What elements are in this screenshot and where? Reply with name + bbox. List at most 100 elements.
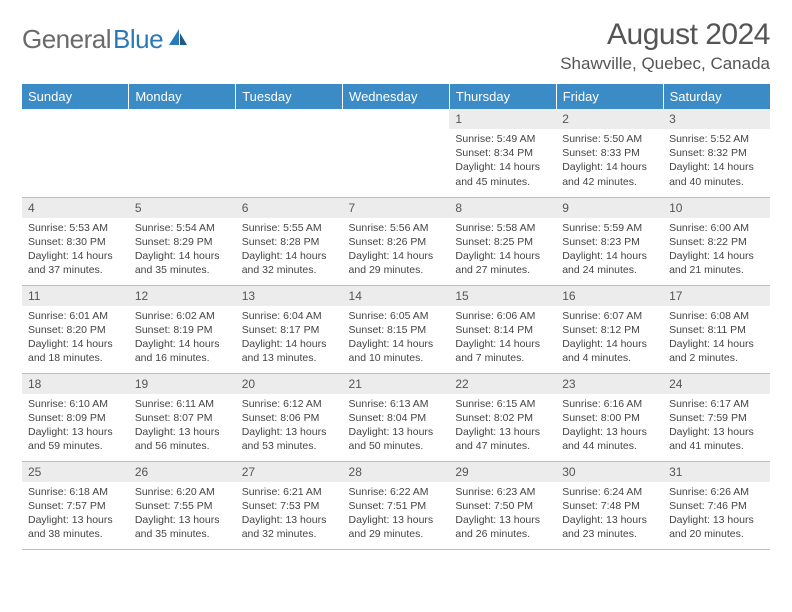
day-body: Sunrise: 6:12 AMSunset: 8:06 PMDaylight:… [236,394,343,456]
calendar-cell: 16Sunrise: 6:07 AMSunset: 8:12 PMDayligh… [556,285,663,373]
calendar-cell: 14Sunrise: 6:05 AMSunset: 8:15 PMDayligh… [343,285,450,373]
day-body: Sunrise: 5:58 AMSunset: 8:25 PMDaylight:… [449,218,556,280]
calendar-week-row: 18Sunrise: 6:10 AMSunset: 8:09 PMDayligh… [22,373,770,461]
day-number: 28 [343,462,450,482]
day-body: Sunrise: 6:13 AMSunset: 8:04 PMDaylight:… [343,394,450,456]
page-header: GeneralBlue August 2024 Shawville, Quebe… [22,18,770,74]
day-body: Sunrise: 6:01 AMSunset: 8:20 PMDaylight:… [22,306,129,368]
day-body: Sunrise: 6:17 AMSunset: 7:59 PMDaylight:… [663,394,770,456]
calendar-body: 1Sunrise: 5:49 AMSunset: 8:34 PMDaylight… [22,109,770,549]
sail-icon [167,27,189,52]
sunset-text: Sunset: 8:09 PM [28,411,123,425]
sunrise-text: Sunrise: 6:22 AM [349,485,444,499]
calendar-cell: 31Sunrise: 6:26 AMSunset: 7:46 PMDayligh… [663,461,770,549]
daylight-text: Daylight: 14 hours and 45 minutes. [455,160,550,188]
calendar-cell: 2Sunrise: 5:50 AMSunset: 8:33 PMDaylight… [556,109,663,197]
sunset-text: Sunset: 7:50 PM [455,499,550,513]
sunset-text: Sunset: 8:17 PM [242,323,337,337]
day-body: Sunrise: 6:04 AMSunset: 8:17 PMDaylight:… [236,306,343,368]
calendar-cell: 10Sunrise: 6:00 AMSunset: 8:22 PMDayligh… [663,197,770,285]
weekday-header: Sunday [22,84,129,109]
sunset-text: Sunset: 8:23 PM [562,235,657,249]
calendar-cell: 5Sunrise: 5:54 AMSunset: 8:29 PMDaylight… [129,197,236,285]
day-number: 5 [129,198,236,218]
day-number: 14 [343,286,450,306]
sunset-text: Sunset: 7:57 PM [28,499,123,513]
brand-name-gray: General [22,24,111,55]
weekday-header: Wednesday [343,84,450,109]
day-body: Sunrise: 5:52 AMSunset: 8:32 PMDaylight:… [663,129,770,191]
daylight-text: Daylight: 13 hours and 47 minutes. [455,425,550,453]
daylight-text: Daylight: 13 hours and 32 minutes. [242,513,337,541]
sunset-text: Sunset: 8:19 PM [135,323,230,337]
sunset-text: Sunset: 7:59 PM [669,411,764,425]
sunset-text: Sunset: 8:26 PM [349,235,444,249]
brand-logo: GeneralBlue [22,18,189,55]
sunrise-text: Sunrise: 6:00 AM [669,221,764,235]
daylight-text: Daylight: 13 hours and 23 minutes. [562,513,657,541]
day-body: Sunrise: 5:50 AMSunset: 8:33 PMDaylight:… [556,129,663,191]
day-number: 20 [236,374,343,394]
sunrise-text: Sunrise: 6:05 AM [349,309,444,323]
calendar-week-row: 11Sunrise: 6:01 AMSunset: 8:20 PMDayligh… [22,285,770,373]
daylight-text: Daylight: 13 hours and 20 minutes. [669,513,764,541]
day-body: Sunrise: 5:49 AMSunset: 8:34 PMDaylight:… [449,129,556,191]
daylight-text: Daylight: 13 hours and 41 minutes. [669,425,764,453]
sunset-text: Sunset: 8:32 PM [669,146,764,160]
sunset-text: Sunset: 7:53 PM [242,499,337,513]
calendar-cell: 8Sunrise: 5:58 AMSunset: 8:25 PMDaylight… [449,197,556,285]
sunset-text: Sunset: 8:22 PM [669,235,764,249]
sunset-text: Sunset: 7:46 PM [669,499,764,513]
daylight-text: Daylight: 14 hours and 27 minutes. [455,249,550,277]
sunset-text: Sunset: 8:06 PM [242,411,337,425]
day-number: 7 [343,198,450,218]
calendar-cell: 27Sunrise: 6:21 AMSunset: 7:53 PMDayligh… [236,461,343,549]
day-body: Sunrise: 6:15 AMSunset: 8:02 PMDaylight:… [449,394,556,456]
sunset-text: Sunset: 8:14 PM [455,323,550,337]
calendar-cell: 13Sunrise: 6:04 AMSunset: 8:17 PMDayligh… [236,285,343,373]
day-number: 16 [556,286,663,306]
month-title: August 2024 [560,18,770,52]
sunrise-text: Sunrise: 5:58 AM [455,221,550,235]
calendar-cell: 26Sunrise: 6:20 AMSunset: 7:55 PMDayligh… [129,461,236,549]
sunrise-text: Sunrise: 6:24 AM [562,485,657,499]
day-number: 24 [663,374,770,394]
day-number: 12 [129,286,236,306]
sunrise-text: Sunrise: 6:01 AM [28,309,123,323]
sunrise-text: Sunrise: 6:02 AM [135,309,230,323]
sunset-text: Sunset: 8:34 PM [455,146,550,160]
day-number: 22 [449,374,556,394]
day-body: Sunrise: 6:20 AMSunset: 7:55 PMDaylight:… [129,482,236,544]
sunrise-text: Sunrise: 6:17 AM [669,397,764,411]
calendar-cell: 21Sunrise: 6:13 AMSunset: 8:04 PMDayligh… [343,373,450,461]
day-body: Sunrise: 6:08 AMSunset: 8:11 PMDaylight:… [663,306,770,368]
calendar-cell: 9Sunrise: 5:59 AMSunset: 8:23 PMDaylight… [556,197,663,285]
calendar-cell: 12Sunrise: 6:02 AMSunset: 8:19 PMDayligh… [129,285,236,373]
weekday-header: Tuesday [236,84,343,109]
calendar-week-row: 4Sunrise: 5:53 AMSunset: 8:30 PMDaylight… [22,197,770,285]
sunset-text: Sunset: 8:11 PM [669,323,764,337]
calendar-cell: 23Sunrise: 6:16 AMSunset: 8:00 PMDayligh… [556,373,663,461]
daylight-text: Daylight: 14 hours and 18 minutes. [28,337,123,365]
calendar-cell [129,109,236,197]
day-number: 17 [663,286,770,306]
calendar-cell: 17Sunrise: 6:08 AMSunset: 8:11 PMDayligh… [663,285,770,373]
day-number: 25 [22,462,129,482]
day-number: 3 [663,109,770,129]
sunrise-text: Sunrise: 5:54 AM [135,221,230,235]
calendar-cell: 19Sunrise: 6:11 AMSunset: 8:07 PMDayligh… [129,373,236,461]
sunrise-text: Sunrise: 6:16 AM [562,397,657,411]
day-body: Sunrise: 6:18 AMSunset: 7:57 PMDaylight:… [22,482,129,544]
day-number [129,109,236,115]
calendar-week-row: 1Sunrise: 5:49 AMSunset: 8:34 PMDaylight… [22,109,770,197]
daylight-text: Daylight: 14 hours and 40 minutes. [669,160,764,188]
day-number: 1 [449,109,556,129]
day-body: Sunrise: 6:06 AMSunset: 8:14 PMDaylight:… [449,306,556,368]
day-body: Sunrise: 6:26 AMSunset: 7:46 PMDaylight:… [663,482,770,544]
day-number: 15 [449,286,556,306]
day-body: Sunrise: 6:05 AMSunset: 8:15 PMDaylight:… [343,306,450,368]
daylight-text: Daylight: 14 hours and 37 minutes. [28,249,123,277]
daylight-text: Daylight: 14 hours and 21 minutes. [669,249,764,277]
calendar-cell: 1Sunrise: 5:49 AMSunset: 8:34 PMDaylight… [449,109,556,197]
daylight-text: Daylight: 14 hours and 2 minutes. [669,337,764,365]
